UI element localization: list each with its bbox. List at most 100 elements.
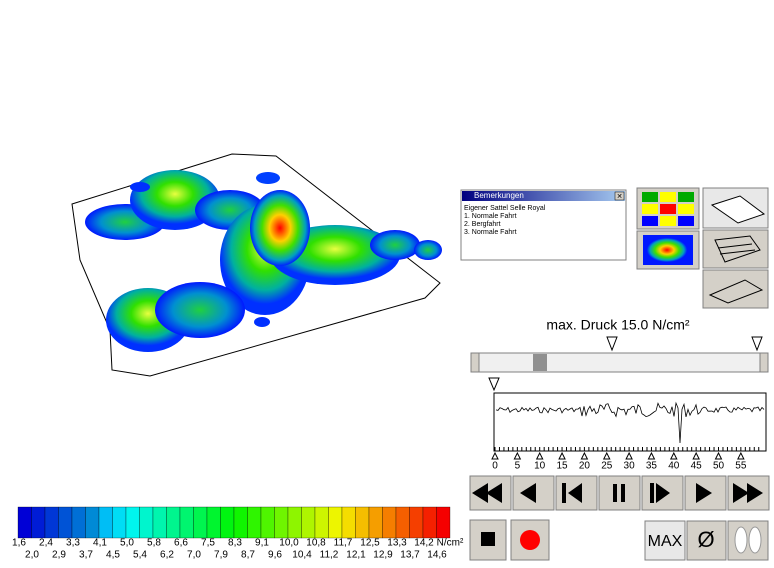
scale-label: 7,0 bbox=[187, 550, 201, 561]
scale-cell bbox=[31, 506, 46, 539]
tick-marker bbox=[669, 451, 678, 460]
scale-cell bbox=[98, 506, 113, 539]
scale-label: 11,2 bbox=[320, 550, 339, 561]
scale-cell bbox=[409, 506, 424, 539]
play-button[interactable] bbox=[684, 475, 727, 511]
fast-forward-button-icon[interactable] bbox=[733, 483, 763, 503]
tick-label: 35 bbox=[646, 461, 658, 472]
scale-label: 9,1 bbox=[255, 538, 269, 549]
scale-label: 10,8 bbox=[306, 538, 326, 549]
notes-window: Bemerkungen ✕ bbox=[460, 189, 627, 261]
contour-view-button[interactable] bbox=[702, 229, 769, 269]
scale-cell bbox=[328, 506, 343, 539]
tick-label: 25 bbox=[601, 461, 613, 472]
tick-marker bbox=[625, 451, 633, 460]
scale-label: 12,9 bbox=[373, 550, 393, 561]
outline-view-button[interactable] bbox=[702, 269, 769, 309]
play-button-icon[interactable] bbox=[696, 483, 712, 503]
scale-cell bbox=[247, 506, 262, 539]
scale-cell bbox=[341, 506, 356, 539]
scale-label: 2,4 bbox=[39, 538, 53, 549]
tick-marker bbox=[692, 451, 700, 460]
scale-cell bbox=[382, 506, 397, 539]
close-button[interactable] bbox=[614, 191, 625, 201]
pressure-3d-view bbox=[71, 153, 442, 377]
tick-label: 15 bbox=[556, 461, 568, 472]
tick-label: 30 bbox=[624, 461, 636, 472]
stop-button[interactable] bbox=[469, 519, 507, 561]
scale-label: 12,5 bbox=[360, 538, 380, 549]
scale-label: 7,9 bbox=[214, 550, 228, 561]
scale-cell bbox=[368, 506, 383, 539]
pause-button-icon[interactable] bbox=[613, 484, 625, 502]
step-back-button-icon[interactable] bbox=[562, 483, 582, 503]
scale-cell bbox=[112, 506, 127, 539]
back-button-icon[interactable] bbox=[520, 483, 536, 503]
scale-label: 4,1 bbox=[93, 538, 107, 549]
max-pressure-label: max. Druck 15.0 N/cm² bbox=[546, 317, 689, 333]
scale-cell bbox=[220, 506, 235, 539]
scale-cell bbox=[206, 506, 221, 539]
mean-button-label[interactable]: Ø bbox=[697, 527, 714, 552]
scale-unit: N/cm² bbox=[437, 538, 464, 549]
tick-label: 5 bbox=[515, 461, 521, 472]
markers[interactable] bbox=[488, 336, 763, 392]
rewind-button-icon[interactable] bbox=[472, 483, 502, 503]
scale-label: 9,6 bbox=[268, 550, 282, 561]
scale-label: 8,7 bbox=[241, 550, 255, 561]
scale-label: 2,9 bbox=[52, 550, 66, 561]
mode-buttons: MAX Ø bbox=[644, 520, 769, 561]
max-button-label[interactable]: MAX bbox=[648, 533, 683, 550]
playback-controls bbox=[469, 475, 770, 511]
scale-cell bbox=[301, 506, 316, 539]
tick-label: 20 bbox=[579, 461, 591, 472]
scale-label: 2,0 bbox=[25, 550, 39, 561]
max-button[interactable] bbox=[644, 520, 686, 561]
scale-label: 10,0 bbox=[279, 538, 299, 549]
scale-label: 11,7 bbox=[334, 538, 353, 549]
scale-label: 6,6 bbox=[174, 538, 188, 549]
scale-cell bbox=[139, 506, 154, 539]
view-buttons bbox=[636, 187, 769, 309]
tick-marker bbox=[647, 451, 656, 460]
notes-title: Bemerkungen bbox=[474, 191, 524, 200]
color-scale: 1,6 2,4 3,3 4,1 5,0 5,8 6,6 7,5 8,3 9,1 10,0 10,8 11… bbox=[12, 506, 464, 561]
scale-label: 13,7 bbox=[400, 550, 420, 561]
record-controls bbox=[469, 519, 550, 561]
tick-marker bbox=[513, 451, 522, 460]
tick-marker bbox=[737, 451, 745, 460]
scale-cell bbox=[422, 506, 437, 539]
scale-cell bbox=[85, 506, 100, 539]
tick-marker bbox=[602, 451, 611, 460]
waveform bbox=[495, 401, 765, 444]
scale-cell bbox=[274, 506, 289, 539]
scale-label: 7,5 bbox=[201, 538, 215, 549]
pause-button[interactable] bbox=[598, 475, 641, 511]
scale-cell bbox=[287, 506, 302, 539]
scale-cell bbox=[125, 506, 140, 539]
tick-label: 0 bbox=[492, 461, 498, 472]
scale-label: 3,3 bbox=[66, 538, 80, 549]
scale-label: 13,3 bbox=[387, 538, 407, 549]
tick-marker bbox=[714, 451, 723, 460]
feet-button[interactable] bbox=[727, 520, 769, 561]
scale-label: 5,0 bbox=[120, 538, 134, 549]
scale-label: 1,6 bbox=[12, 538, 26, 549]
scale-cell bbox=[58, 506, 73, 539]
note-line: Eigener Sattel Selle Royal bbox=[464, 205, 546, 212]
scale-cell bbox=[193, 506, 208, 539]
step-forward-button-icon[interactable] bbox=[650, 483, 670, 503]
scale-cell bbox=[436, 506, 451, 539]
scale-label: 14,6 bbox=[427, 550, 447, 561]
scale-cell bbox=[395, 506, 410, 539]
tick-label: 45 bbox=[691, 461, 703, 472]
scale-cell bbox=[152, 506, 167, 539]
scale-label: 6,2 bbox=[160, 550, 174, 561]
tick-marker bbox=[580, 451, 589, 460]
mean-button[interactable] bbox=[686, 520, 727, 561]
tick-label: 10 bbox=[534, 461, 546, 472]
time-scrollbar[interactable] bbox=[470, 352, 769, 373]
scale-label: 5,8 bbox=[147, 538, 161, 549]
close-icon[interactable]: ✕ bbox=[617, 193, 623, 200]
